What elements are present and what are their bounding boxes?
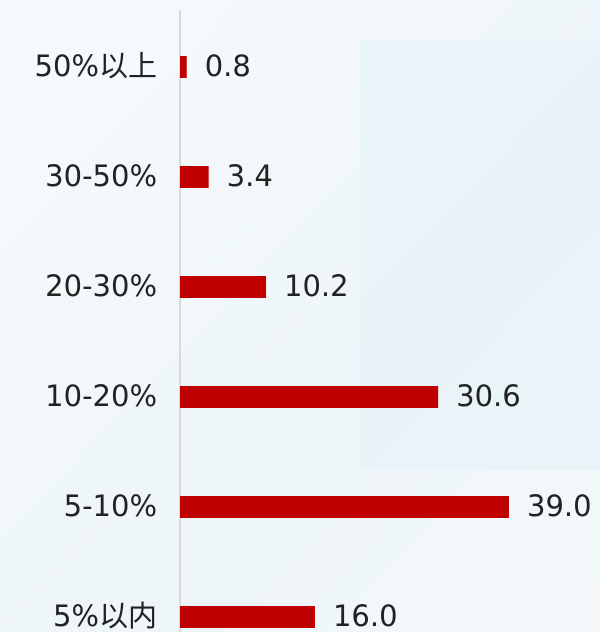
bar [180,496,509,518]
y-tick-label: 50%以上 [35,49,157,83]
bar [180,386,439,408]
data-label: 10.2 [284,269,349,303]
bar [180,56,187,78]
bar [180,276,267,298]
data-label: 16.0 [333,599,398,632]
bar [180,166,209,188]
y-tick-label: 5%以内 [53,599,157,632]
y-tick-label: 20-30% [45,269,157,303]
bar [180,606,315,628]
y-tick-label: 30-50% [45,159,157,193]
y-tick-label: 10-20% [45,379,157,413]
data-label: 0.8 [205,49,251,83]
data-label: 30.6 [456,379,521,413]
y-tick-label: 5-10% [64,489,157,523]
data-label: 3.4 [227,159,273,193]
data-label: 39.0 [527,489,592,523]
